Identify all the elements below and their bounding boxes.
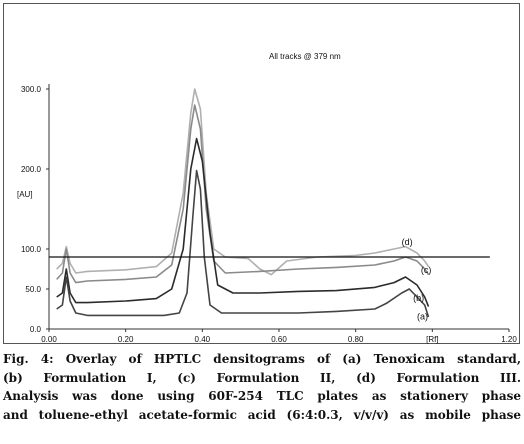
y-tick-label: 200.0 bbox=[21, 165, 42, 174]
chart-annotation: All tracks @ 379 nm bbox=[269, 52, 341, 61]
y-tick-label: 50.0 bbox=[25, 285, 41, 294]
series-label-d: (d) bbox=[402, 237, 413, 247]
x-tick-label: 0.40 bbox=[195, 335, 211, 344]
figure-label: Fig. 4: bbox=[3, 352, 54, 366]
x-tick-label: 1.20 bbox=[501, 335, 517, 344]
series-line-d bbox=[56, 88, 430, 276]
y-axis-label: [AU] bbox=[17, 190, 33, 199]
series-label-b: (b) bbox=[413, 293, 424, 303]
caption-title: Overlay of HPTLC densitograms of (a) Ten… bbox=[53, 352, 521, 366]
caption-line-2: (b) Formulation I, (c) Formulation II, (… bbox=[3, 370, 521, 385]
x-tick-label: 0.60 bbox=[271, 335, 287, 344]
x-tick-label: 0.00 bbox=[41, 335, 57, 344]
y-tick-label: 0.0 bbox=[30, 325, 42, 334]
series-line-b bbox=[56, 137, 430, 307]
y-tick-label: 300.0 bbox=[21, 85, 42, 94]
caption-line-1: Fig. 4: Overlay of HPTLC densitograms of… bbox=[3, 350, 521, 369]
x-tick-label: 0.20 bbox=[118, 335, 134, 344]
densitogram-chart: 0.0 50.0 100.0 200.0 300.0 [AU] 0.00 0.20 0.40 0.… bbox=[17, 52, 517, 344]
series-label-a: (a) bbox=[417, 311, 428, 321]
caption-line-4: and toluene-ethyl acetate-formic acid (6… bbox=[3, 407, 521, 422]
series-label-c: (c) bbox=[421, 265, 432, 275]
y-tick-label: 100.0 bbox=[21, 245, 42, 254]
caption-line-3: Analysis was done using 60F-254 TLC plat… bbox=[3, 389, 521, 403]
series-line-a bbox=[56, 169, 430, 318]
chart-frame: 0.0 50.0 100.0 200.0 300.0 [AU] 0.00 0.20 0.40 0.… bbox=[3, 3, 520, 344]
figure-caption: Fig. 4: Overlay of HPTLC densitograms of… bbox=[3, 350, 521, 424]
x-tick-label: 0.80 bbox=[348, 335, 364, 344]
series-line-c bbox=[56, 104, 430, 284]
x-axis-label: [Rf] bbox=[426, 335, 438, 344]
